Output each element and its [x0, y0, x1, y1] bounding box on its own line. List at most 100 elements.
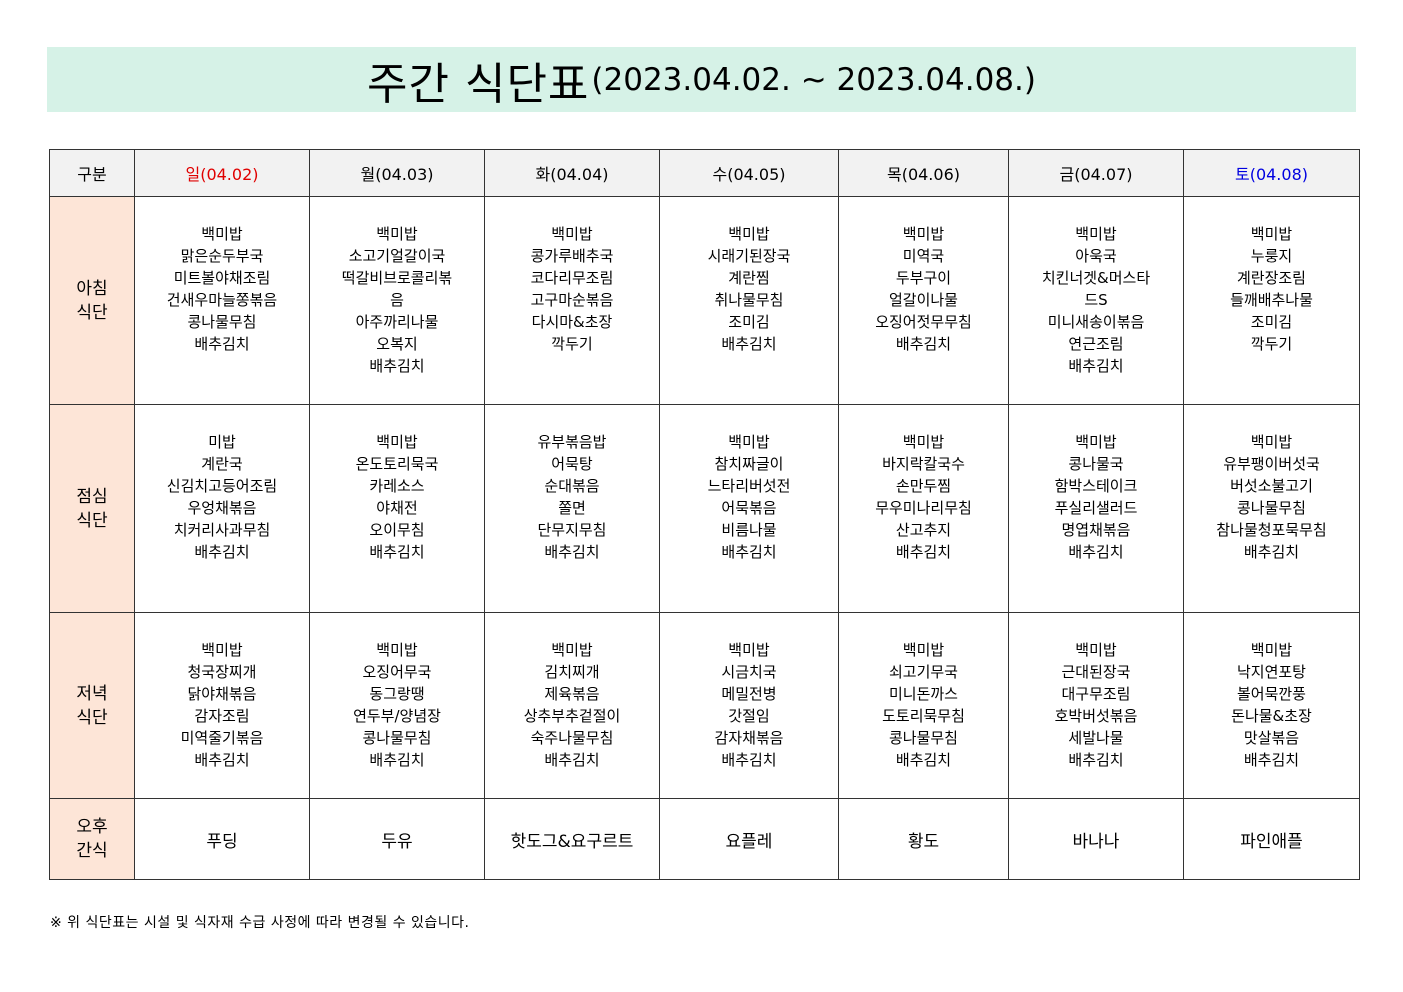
- menu-items: 백미밥 김치찌개 제육볶음 상추부추겉절이 숙주나물무침 배추김치: [515, 639, 629, 771]
- menu-item: 갓절임: [728, 707, 770, 725]
- menu-item: 오복지: [376, 335, 418, 353]
- menu-items: 백미밥 시금치국 메밀전병 갓절임 감자채볶음 배추김치: [692, 639, 806, 771]
- menu-items: 백미밥 청국장찌개 닭야채볶음 감자조림 미역줄기볶음 배추김치: [165, 639, 279, 771]
- menu-items: 백미밥 콩나물국 함박스테이크 푸실리샐러드 명엽채볶음 배추김치: [1039, 431, 1153, 563]
- menu-item: 들깨배추나물: [1230, 291, 1313, 309]
- menu-cell: 백미밥 소고기얼갈이국 떡갈비브로콜리볶음 아주까리나물 오복지 배추김치: [309, 196, 485, 405]
- menu-cell: 백미밥 오징어무국 동그랑땡 연두부/양념장 콩나물무침 배추김치: [309, 612, 485, 799]
- menu-item: 배추김치: [721, 543, 777, 561]
- menu-item: 백미밥: [728, 225, 770, 243]
- menu-item: 유부볶음밥: [537, 433, 607, 451]
- menu-item: 맛살볶음: [1243, 729, 1300, 747]
- menu-items: 백미밥 쇠고기무국 미니돈까스 도토리묵무침 콩나물무침 배추김치: [867, 639, 981, 771]
- day-header: 월(04.03): [309, 149, 485, 197]
- meal-row: 오후 간식 푸딩 두유 핫도그&요구르트 요플레 황도 바나나 파인애플: [49, 798, 1360, 880]
- menu-items: 백미밥 낙지연포탕 볼어묵깐풍 돈나물&초장 맛살볶음 배추김치: [1215, 639, 1329, 771]
- menu-item: 콩나물무침: [362, 729, 432, 747]
- menu-item: 무우미나리무침: [875, 499, 972, 517]
- menu-item: 오이무침: [369, 521, 425, 539]
- menu-items: 백미밥 오징어무국 동그랑땡 연두부/양념장 콩나물무침 배추김치: [340, 639, 454, 771]
- menu-cell: 백미밥 참치짜글이 느타리버섯전 어묵볶음 비름나물 배추김치: [659, 404, 839, 613]
- menu-item: 야채전: [376, 499, 418, 517]
- menu-item: 백미밥: [376, 641, 418, 659]
- day-header: 토(04.08): [1183, 149, 1360, 197]
- menu-item: 바지락칼국수: [882, 455, 965, 473]
- menu-item: 소고기얼갈이국: [348, 247, 446, 265]
- menu-item: 백미밥: [1250, 225, 1293, 243]
- menu-item: 배추김치: [544, 751, 600, 769]
- menu-item: 배추김치: [194, 543, 250, 561]
- menu-items: 백미밥 소고기얼갈이국 떡갈비브로콜리볶음 아주까리나물 오복지 배추김치: [340, 223, 454, 377]
- day-header: 수(04.05): [659, 149, 839, 197]
- menu-item: 건새우마늘쫑볶음: [166, 291, 278, 309]
- menu-item: 볼어묵깐풍: [1236, 685, 1306, 703]
- menu-item: 세발나물: [1068, 729, 1124, 747]
- menu-item: 배추김치: [895, 751, 952, 769]
- menu-item: 백미밥: [902, 225, 945, 243]
- menu-item: 돈나물&초장: [1231, 707, 1312, 725]
- menu-item: 배추김치: [1243, 751, 1300, 769]
- menu-item: 백미밥: [728, 641, 770, 659]
- menu-items: 백미밥 맑은순두부국 미트볼야채조림 건새우마늘쫑볶음 콩나물무침 배추김치: [165, 223, 279, 355]
- day-header: 화(04.04): [484, 149, 660, 197]
- menu-item: 연근조림: [1068, 335, 1124, 353]
- menu-item: 미역줄기볶음: [180, 729, 264, 747]
- page-title: 주간 식단표: [367, 58, 590, 110]
- meal-label: 점심 식단: [49, 404, 135, 613]
- menu-item: 쫄면: [558, 499, 586, 517]
- menu-item: 함박스테이크: [1054, 477, 1138, 495]
- menu-item: 감자조림: [194, 707, 250, 725]
- menu-item: 어묵탕: [551, 455, 593, 473]
- menu-item: 계란찜: [728, 269, 770, 287]
- menu-item: 미니새송이볶음: [1047, 313, 1145, 331]
- menu-item: 손만두찜: [895, 477, 952, 495]
- menu-items: 백미밥 미역국 두부구이 얼갈이나물 오징어젓무무침 배추김치: [867, 223, 981, 355]
- menu-cell: 백미밥 콩나물국 함박스테이크 푸실리샐러드 명엽채볶음 배추김치: [1008, 404, 1184, 613]
- meal-row: 점심 식단 미밥 계란국 신김치고등어조림 우엉채볶음 치커리사과무침 배추김치 백미밥 온도토…: [49, 404, 1360, 613]
- menu-item: 백미밥: [1250, 641, 1293, 659]
- menu-cell: 백미밥 맑은순두부국 미트볼야채조림 건새우마늘쫑볶음 콩나물무침 배추김치: [134, 196, 310, 405]
- menu-item: 오징어무국: [362, 663, 432, 681]
- menu-item: 백미밥: [551, 225, 593, 243]
- menu-item: 배추김치: [721, 751, 777, 769]
- menu-item: 비름나물: [721, 521, 777, 539]
- menu-cell: 백미밥 김치찌개 제육볶음 상추부추겉절이 숙주나물무침 배추김치: [484, 612, 660, 799]
- day-header: 금(04.07): [1008, 149, 1184, 197]
- menu-cell: 백미밥 쇠고기무국 미니돈까스 도토리묵무침 콩나물무침 배추김치: [838, 612, 1009, 799]
- menu-item: 신김치고등어조림: [166, 477, 278, 495]
- menu-item: 백미밥: [201, 225, 243, 243]
- menu-item: 고구마순볶음: [530, 291, 614, 309]
- menu-cell: 미밥 계란국 신김치고등어조림 우엉채볶음 치커리사과무침 배추김치: [134, 404, 310, 613]
- menu-item: 배추김치: [369, 751, 425, 769]
- menu-item: 콩나물무침: [1236, 499, 1306, 517]
- menu-items: 미밥 계란국 신김치고등어조림 우엉채볶음 치커리사과무침 배추김치: [165, 431, 279, 563]
- menu-cell: 백미밥 바지락칼국수 손만두찜 무우미나리무침 산고추지 배추김치: [838, 404, 1009, 613]
- title-banner: 주간 식단표 (2023.04.02. ~ 2023.04.08.): [47, 47, 1356, 112]
- menu-item: 다시마&초장: [531, 313, 613, 331]
- menu-item: 콩가루배추국: [530, 247, 614, 265]
- day-header: 일(04.02): [134, 149, 310, 197]
- menu-items: 백미밥 시래기된장국 계란찜 취나물무침 조미김 배추김치: [692, 223, 806, 355]
- menu-items: 백미밥 아욱국 치킨너겟&머스타드S 미니새송이볶음 연근조림 배추김치: [1039, 223, 1153, 377]
- menu-item: 배추김치: [369, 543, 425, 561]
- menu-item: 대구무조림: [1061, 685, 1131, 703]
- menu-item: 배추김치: [194, 751, 250, 769]
- snack-cell: 파인애플: [1183, 798, 1360, 880]
- menu-item: 배추김치: [1068, 357, 1124, 375]
- menu-item: 느타리버섯전: [707, 477, 791, 495]
- menu-item: 명엽채볶음: [1061, 521, 1131, 539]
- meal-row: 아침 식단 백미밥 맑은순두부국 미트볼야채조림 건새우마늘쫑볶음 콩나물무침 배추김치 백미…: [49, 196, 1360, 405]
- menu-item: 백미밥: [201, 641, 243, 659]
- menu-items: 백미밥 콩가루배추국 코다리무조림 고구마순볶음 다시마&초장 깍두기: [515, 223, 629, 355]
- menu-item: 미니돈까스: [888, 685, 958, 703]
- menu-cell: 백미밥 낙지연포탕 볼어묵깐풍 돈나물&초장 맛살볶음 배추김치: [1183, 612, 1360, 799]
- menu-item: 버섯소불고기: [1230, 477, 1313, 495]
- menu-item: 배추김치: [721, 335, 777, 353]
- day-header: 목(04.06): [838, 149, 1009, 197]
- menu-items: 백미밥 근대된장국 대구무조림 호박버섯볶음 세발나물 배추김치: [1039, 639, 1153, 771]
- menu-item: 깍두기: [1250, 335, 1293, 353]
- menu-item: 배추김치: [1068, 751, 1124, 769]
- snack-cell: 바나나: [1008, 798, 1184, 880]
- menu-item: 동그랑땡: [369, 685, 425, 703]
- menu-item: 상추부추겉절이: [523, 707, 621, 725]
